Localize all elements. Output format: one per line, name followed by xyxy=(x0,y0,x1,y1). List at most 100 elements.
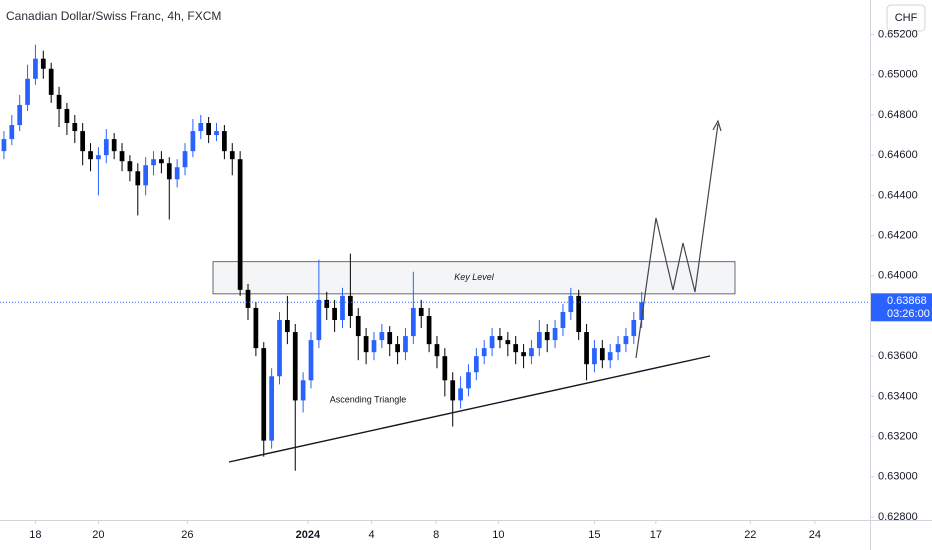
candle-body xyxy=(521,352,526,357)
x-tick-label: 18 xyxy=(29,529,41,541)
candle-body xyxy=(442,356,448,381)
candle-body xyxy=(403,336,408,353)
y-tick-label: 0.65200 xyxy=(878,28,918,40)
candle-body xyxy=(348,295,353,316)
last-price-label: 0.63868 xyxy=(887,295,927,307)
plot: Key Level xyxy=(1,44,736,471)
candle-body xyxy=(599,348,605,361)
candle-body xyxy=(340,295,345,320)
candle-body xyxy=(103,139,109,156)
candle-body xyxy=(182,151,188,168)
y-tick-label: 0.64400 xyxy=(878,189,918,201)
x-tick-label: 20 xyxy=(92,529,104,541)
candle-body xyxy=(426,315,432,345)
candle-body xyxy=(513,344,519,353)
x-tick-label: 8 xyxy=(433,529,439,541)
x-tick-label: 22 xyxy=(744,529,756,541)
candle-body xyxy=(434,344,440,357)
y-tick-label: 0.63000 xyxy=(878,471,918,483)
chart-title: Canadian Dollar/Swiss Franc, 4h, FXCM xyxy=(6,9,221,23)
candle-body xyxy=(96,155,101,160)
candle-body xyxy=(536,332,542,349)
y-tick-label: 0.65000 xyxy=(878,69,918,81)
countdown-label: 03:26:00 xyxy=(887,308,930,320)
candle-body xyxy=(127,161,133,172)
y-tick-label: 0.62800 xyxy=(878,511,918,523)
trend-line xyxy=(228,355,711,463)
x-tick-label: 15 xyxy=(588,529,600,541)
y-tick-label: 0.64200 xyxy=(878,229,918,241)
candle-body xyxy=(481,348,487,357)
currency-label[interactable]: CHF xyxy=(895,12,918,24)
candle-body xyxy=(418,307,424,316)
candle-body xyxy=(363,336,369,353)
last-price-tag xyxy=(871,293,932,322)
candle-body xyxy=(277,320,282,377)
y-tick-label: 0.64000 xyxy=(878,270,918,282)
candle-body xyxy=(174,167,180,180)
candle-body xyxy=(592,348,597,365)
candle-body xyxy=(159,159,164,164)
candle-body xyxy=(111,139,117,152)
candle-body xyxy=(206,123,212,136)
candle-body xyxy=(497,336,503,341)
candle-body xyxy=(1,139,7,152)
candle-body xyxy=(560,311,566,329)
candle-body xyxy=(466,372,471,389)
x-tick-label: 10 xyxy=(492,529,504,541)
candle-body xyxy=(410,307,416,337)
candle-body xyxy=(64,108,70,124)
candle-body xyxy=(292,332,298,401)
y-tick-label: 0.63600 xyxy=(878,350,918,362)
candle-body xyxy=(261,348,267,441)
candle-body xyxy=(56,94,62,109)
x-tick-label: 2024 xyxy=(296,529,321,541)
projection-path xyxy=(635,123,719,359)
candle-body xyxy=(300,380,306,401)
candle-body xyxy=(505,340,511,345)
x-tick-label: 17 xyxy=(650,529,662,541)
candle-body xyxy=(623,336,629,345)
candle-body xyxy=(190,131,196,152)
candle-body xyxy=(544,332,550,341)
candle-body xyxy=(285,320,290,333)
candle-body xyxy=(72,123,78,132)
x-tick-label: 26 xyxy=(181,529,193,541)
candle-body xyxy=(473,356,479,373)
candle-body xyxy=(332,307,337,320)
candle-body xyxy=(143,165,149,186)
candle-body xyxy=(135,171,141,186)
candle-body xyxy=(607,352,613,361)
candle-body xyxy=(395,344,400,353)
candle-body xyxy=(17,104,23,126)
candle-body xyxy=(214,131,219,136)
candle-body xyxy=(387,332,393,345)
candle-body xyxy=(40,58,46,69)
candle-body xyxy=(119,151,125,162)
candle-body xyxy=(269,376,274,441)
currency-button[interactable] xyxy=(886,4,926,32)
candle-body xyxy=(166,163,172,180)
candle-body xyxy=(33,58,38,79)
candle-body xyxy=(458,388,463,401)
candle-body xyxy=(379,332,385,341)
candle-body xyxy=(568,295,574,312)
candle-body xyxy=(229,151,235,160)
candle-body xyxy=(489,336,495,349)
candle-body xyxy=(639,302,645,320)
candle-body xyxy=(9,125,15,140)
candle-body xyxy=(576,295,582,333)
y-tick-label: 0.64800 xyxy=(878,109,918,121)
candle-body xyxy=(253,307,259,349)
arrow-head xyxy=(712,119,722,132)
candle-body xyxy=(529,348,534,357)
candle-body xyxy=(237,159,243,290)
candle-body xyxy=(371,340,377,353)
candle-body xyxy=(88,151,93,160)
y-tick-label: 0.63400 xyxy=(878,390,918,402)
candle-body xyxy=(324,299,330,308)
candle-body xyxy=(355,315,361,337)
key-level-label: Key Level xyxy=(454,272,495,282)
